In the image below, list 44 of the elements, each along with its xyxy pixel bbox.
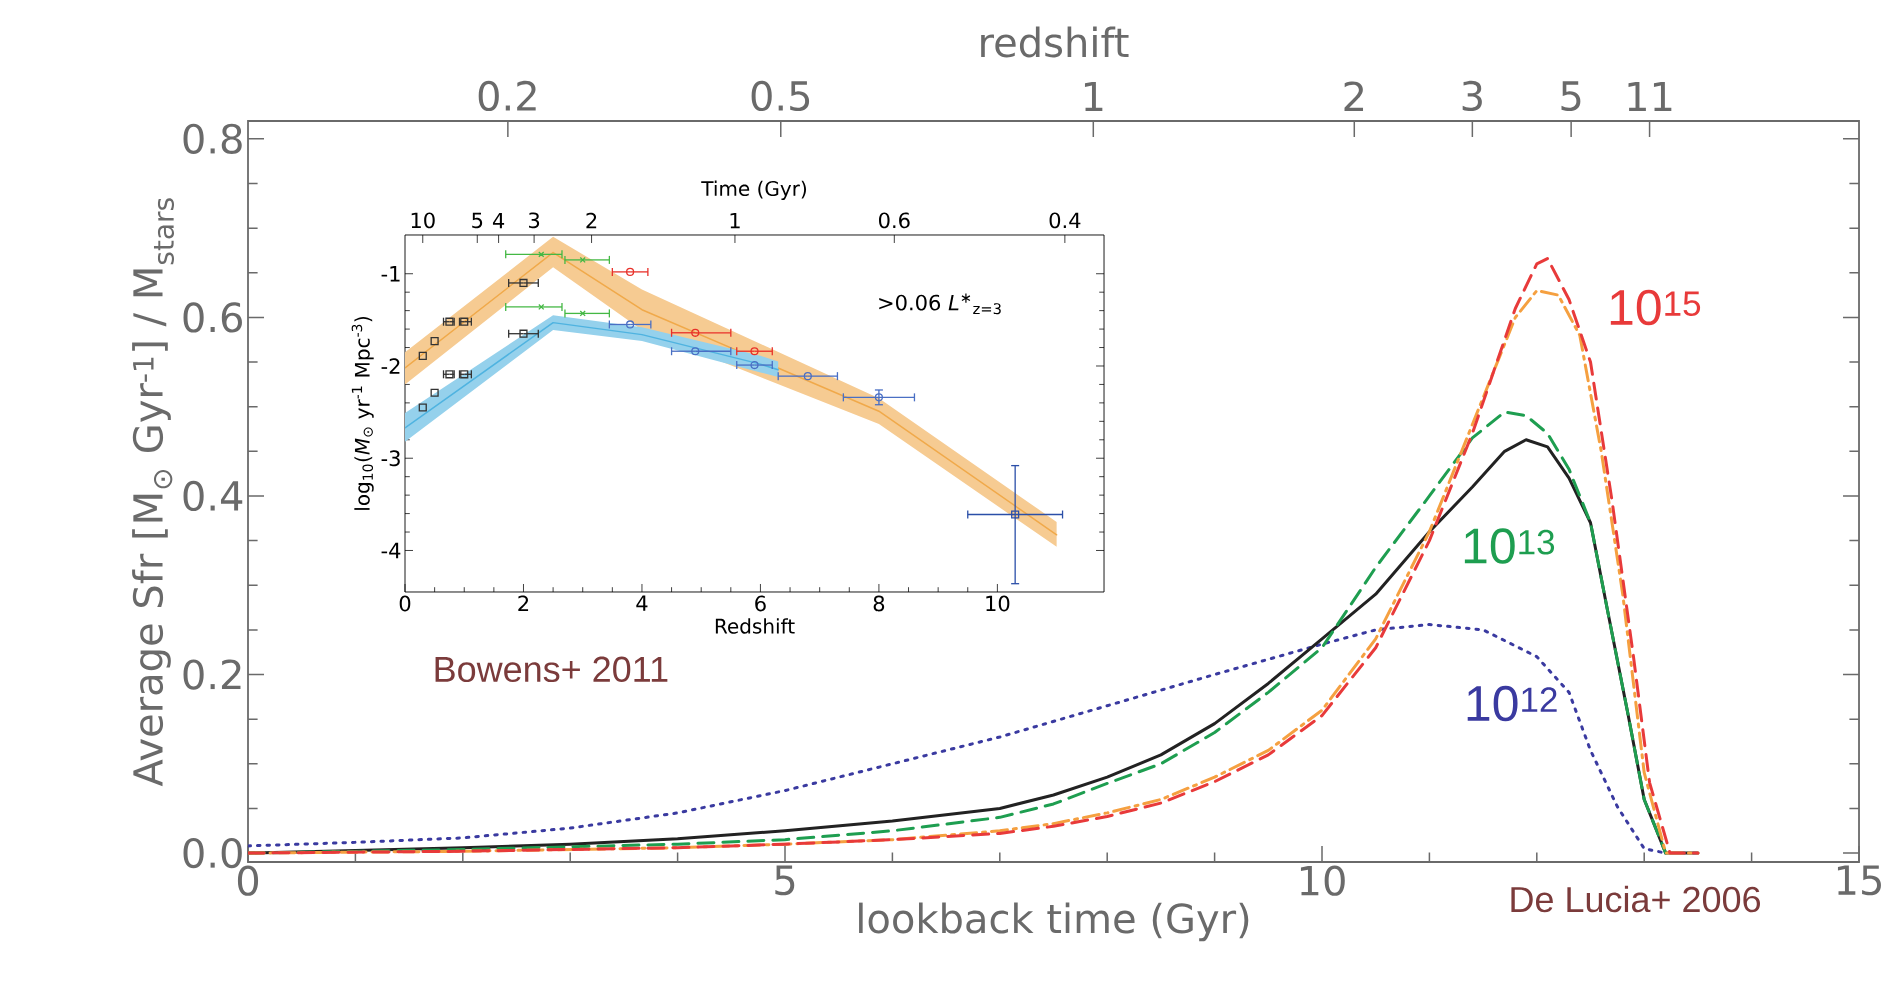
- text: 5: [1561, 81, 1581, 112]
- text: 2: [1344, 81, 1364, 112]
- y-tick-label: 0.8: [183, 123, 242, 154]
- x-tick-label: 8: [873, 595, 885, 612]
- annotation: Bowens+ 2011: [435, 656, 668, 683]
- x-tick-label: 10: [1300, 865, 1345, 896]
- x-tick-label: 4: [636, 595, 648, 611]
- x-tick-label: 10: [986, 595, 1010, 612]
- y-tick-label: -1: [381, 266, 400, 282]
- y-tick-label: -4: [381, 542, 401, 559]
- y-axis-title: Average Sfr [M$_{⊙}$ Gyr$^{-1}$] / M$_{stars}$: [132, 198, 175, 787]
- x-tick-label: 0: [399, 595, 411, 612]
- text: log$_{10}$(M$_{⊙}$ yr$^{-1}$ Mpc$^{-3}$): [351, 316, 374, 510]
- y-tick-label: 0.2: [183, 659, 241, 690]
- y-tick-label: 0.6: [183, 302, 242, 333]
- annotation: 0.6: [879, 212, 910, 229]
- annotation: 1: [730, 212, 740, 229]
- text: 3: [1462, 80, 1482, 112]
- x-tick-label: 6: [755, 595, 766, 612]
- x2-axis-title: redshift: [981, 26, 1129, 58]
- y-tick-label: 0.4: [183, 480, 243, 512]
- y-tick-label: -2: [381, 358, 400, 374]
- text: 0.5: [751, 80, 810, 112]
- text: 11: [1628, 81, 1672, 112]
- annotation: 2: [586, 212, 597, 229]
- text: 1: [1084, 81, 1103, 112]
- annotation: 5: [472, 212, 483, 229]
- text: De Lucia+ 2006: [1511, 885, 1760, 913]
- annotation: 3: [529, 212, 540, 229]
- x-tick-label: 2: [518, 595, 529, 612]
- x-tick-label: 5: [775, 865, 795, 896]
- series-label: 10$^{12}$: [1467, 685, 1557, 722]
- x-axis-title: lookback time (Gyr): [859, 902, 1249, 942]
- x-tick-label: 15: [1837, 865, 1881, 896]
- text: 0.2: [478, 80, 536, 112]
- annotation: >0.06 L$^{∗}$z=3: [879, 293, 1001, 315]
- annotation: 0.4: [1049, 212, 1081, 229]
- annotation: 4: [492, 212, 505, 229]
- annotation: 10: [411, 212, 435, 229]
- x2-axis-title: Time (Gyr): [701, 180, 807, 200]
- series-label: 10$^{13}$: [1464, 528, 1555, 564]
- x-axis-title: Redshift: [715, 618, 795, 634]
- series-label: 10$^{15}$: [1610, 289, 1701, 326]
- y-tick-label: -3: [381, 450, 400, 467]
